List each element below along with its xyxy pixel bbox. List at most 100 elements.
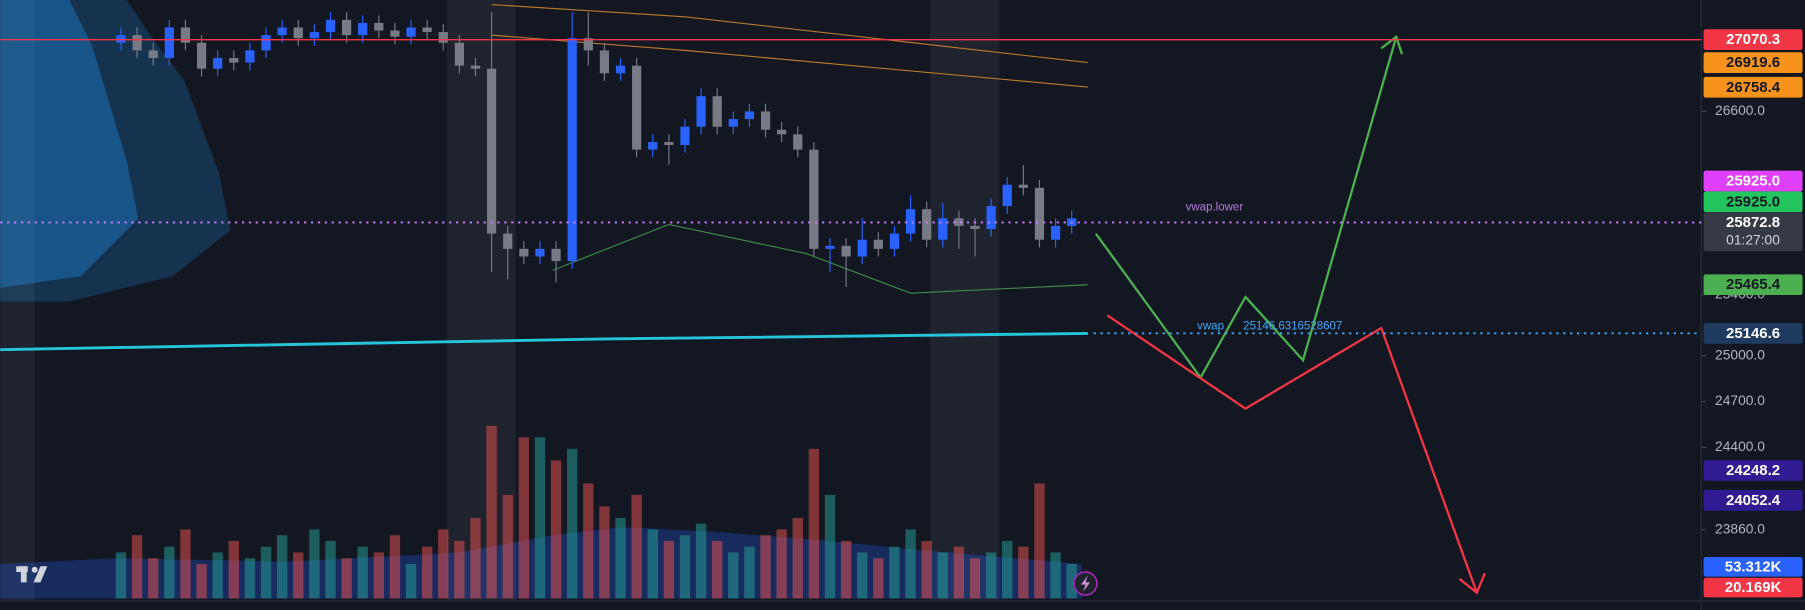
candle-body — [1050, 225, 1061, 240]
volume-bar — [357, 546, 368, 599]
volume-bar — [808, 448, 820, 599]
candle-body — [905, 209, 916, 234]
candle-body — [358, 22, 368, 36]
annotation: vwap — [1197, 320, 1224, 332]
session-shade — [0, 0, 35, 601]
price-label: 25925.0 — [1726, 193, 1780, 210]
volume-label-box — [1703, 557, 1803, 577]
candle-body — [454, 42, 464, 66]
volume-bar — [131, 535, 143, 599]
candle-body — [503, 233, 513, 249]
volume-bar — [373, 552, 384, 599]
volume-bar — [470, 517, 481, 599]
volume-profile — [0, 0, 231, 302]
candle-body — [809, 149, 819, 249]
price-label-box — [1703, 460, 1803, 481]
price-label-box — [1703, 170, 1803, 192]
arrow-head — [1380, 34, 1404, 55]
price-label: 24052.4 — [1726, 492, 1781, 509]
tv-logo — [16, 566, 48, 583]
price-label: 25146.6 — [1726, 325, 1780, 342]
indicator-line — [491, 4, 1088, 64]
volume-bar — [824, 494, 836, 599]
candle-body — [309, 32, 319, 39]
volume-label: 20.169K — [1725, 579, 1782, 596]
volume-bar — [260, 546, 272, 599]
candle-body — [825, 245, 835, 249]
volume-bar — [985, 552, 997, 599]
candle-body — [615, 65, 626, 74]
candle-body — [261, 35, 271, 51]
candle-body — [873, 239, 883, 249]
candle-body — [535, 248, 545, 257]
volume-bar — [502, 494, 513, 599]
volume-bar — [389, 535, 401, 599]
y-tick-label: 23860.0 — [1715, 520, 1765, 536]
candle-body — [841, 245, 851, 257]
annotation-value: 25146.6316528607 — [1243, 320, 1342, 332]
volume-bar — [937, 552, 948, 599]
candle-body — [712, 96, 722, 127]
candle-body — [164, 27, 174, 59]
volume-bar — [905, 529, 916, 599]
candle-body — [744, 111, 755, 120]
price-label-box — [1703, 322, 1803, 344]
candle-body — [664, 141, 674, 146]
volume-bar — [421, 546, 433, 599]
candle-body — [954, 218, 964, 226]
annotation: vwap.lower — [1186, 202, 1244, 214]
volume-bar — [953, 546, 965, 599]
lightning-button[interactable] — [1073, 571, 1098, 596]
candle-body — [1034, 187, 1045, 240]
candle-body — [567, 38, 577, 262]
price-label-box — [1703, 29, 1803, 51]
price-label: 27070.3 — [1726, 31, 1780, 48]
price-label-box — [1703, 212, 1803, 252]
price-label: 26919.6 — [1726, 54, 1780, 71]
candle-body — [277, 27, 287, 36]
candle-body — [196, 42, 207, 69]
price-label: 24248.2 — [1726, 462, 1780, 479]
candle-body — [1018, 184, 1028, 188]
candle-body — [922, 209, 932, 240]
volume-bar — [1066, 563, 1077, 599]
candle-body — [857, 239, 867, 257]
candle-body — [680, 126, 690, 146]
candle-body — [938, 218, 948, 240]
volume-bar — [325, 540, 336, 599]
candle-body — [325, 19, 336, 33]
candle-body — [583, 38, 593, 51]
candle-body — [889, 233, 900, 249]
volume-bar — [341, 558, 352, 599]
volume-bar — [663, 540, 675, 599]
candle-body — [438, 32, 448, 43]
volume-bar — [889, 546, 900, 599]
volume-bar — [1034, 483, 1045, 599]
candle-body — [374, 22, 384, 31]
projection-up — [1094, 36, 1398, 380]
indicator-line — [0, 332, 1088, 352]
volume-bar — [244, 558, 256, 599]
volume-bar — [405, 563, 417, 599]
volume-bar — [550, 460, 562, 599]
volume-bar — [695, 523, 707, 599]
candle-body — [648, 141, 658, 150]
candle-body — [229, 58, 239, 63]
volume-bar — [1018, 546, 1029, 599]
volume-bar — [728, 552, 739, 599]
volume-bar — [840, 540, 852, 599]
volume-bar — [873, 558, 884, 599]
candle-body — [793, 134, 803, 150]
candle-body — [470, 65, 481, 69]
price-label: 25872.8 — [1726, 214, 1780, 231]
volume-bar — [969, 558, 981, 599]
candle-body — [341, 19, 352, 36]
volume-bar — [679, 535, 691, 599]
candle-body — [116, 35, 126, 43]
candle-body — [696, 96, 706, 127]
candle-body — [760, 111, 771, 130]
price-label: 25925.0 — [1726, 173, 1780, 190]
volume-bar — [293, 552, 304, 599]
